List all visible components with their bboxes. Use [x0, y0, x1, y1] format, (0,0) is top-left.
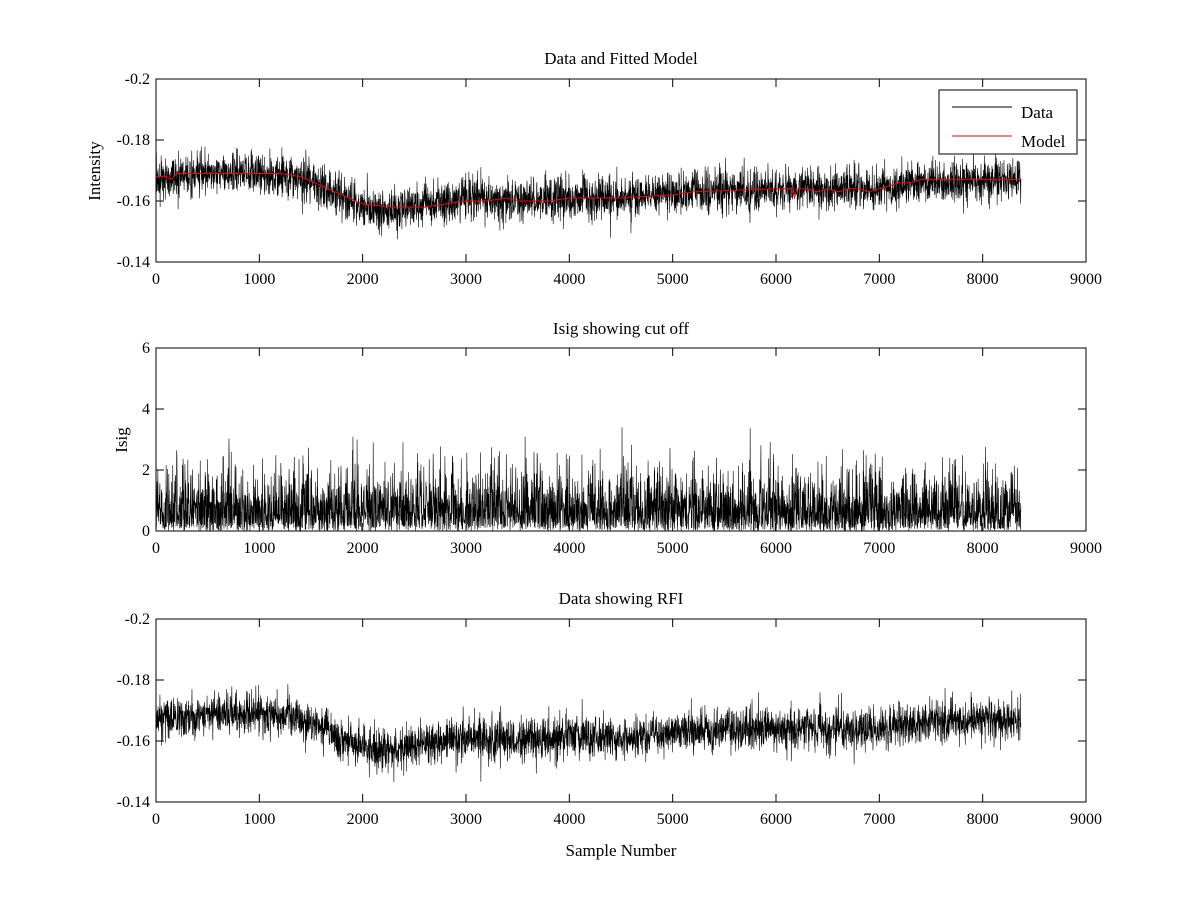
x-tick-label: 4000: [553, 271, 585, 288]
x-tick-label: 7000: [863, 811, 895, 828]
x-tick-label: 8000: [967, 271, 999, 288]
chart-title: Data and Fitted Model: [544, 49, 698, 68]
x-tick-label: 4000: [553, 811, 585, 828]
x-tick-label: 3000: [450, 811, 482, 828]
y-tick-label: -0.2: [125, 611, 150, 628]
y-tick-label: 6: [142, 340, 150, 357]
y-tick-label: -0.16: [117, 733, 150, 750]
y-tick-label: 2: [142, 462, 150, 479]
model-series-line: [156, 173, 1021, 208]
legend: Data Model: [938, 89, 1078, 155]
y-tick-label: 0: [142, 523, 150, 540]
y-tick-label: -0.18: [117, 132, 150, 149]
x-tick-label: 2000: [347, 271, 379, 288]
axes-frame: [155, 347, 1087, 532]
signal-series-line: [156, 684, 1022, 782]
y-axis-label: Intensity: [85, 141, 104, 201]
x-tick-label: 2000: [347, 540, 379, 557]
legend-label-model: Model: [1021, 132, 1066, 151]
x-tick-label: 9000: [1070, 811, 1102, 828]
x-tick-label: 6000: [760, 811, 792, 828]
x-tick-label: 1000: [243, 271, 275, 288]
axes-frame: [155, 78, 1087, 263]
y-tick-label: -0.16: [117, 193, 150, 210]
x-axis-label: Sample Number: [566, 841, 677, 860]
x-tick-label: 4000: [553, 540, 585, 557]
legend-box: [938, 89, 1078, 155]
panel-data-and-fitted-model: Data and Fitted Model Intensity 0 1000 200…: [85, 49, 1102, 288]
y-tick-label: -0.2: [125, 71, 150, 88]
x-tick-label: 3000: [450, 271, 482, 288]
x-tick-label: 0: [152, 540, 160, 557]
x-tick-label: 9000: [1070, 540, 1102, 557]
x-tick-label: 3000: [450, 540, 482, 557]
x-tick-label: 6000: [760, 271, 792, 288]
y-tick-label: -0.18: [117, 672, 150, 689]
x-tick-label: 0: [152, 271, 160, 288]
chart-title: Data showing RFI: [559, 589, 684, 608]
legend-label-data: Data: [1021, 103, 1054, 122]
x-tick-label: 7000: [863, 540, 895, 557]
x-tick-label: 1000: [243, 540, 275, 557]
x-tick-label: 8000: [967, 540, 999, 557]
chart-title: Isig showing cut off: [553, 319, 689, 338]
x-tick-label: 2000: [347, 811, 379, 828]
panel-data-showing-rfi: Data showing RFI Sample Number 0 1000 2000…: [117, 589, 1102, 860]
y-tick-label: 4: [142, 401, 150, 418]
y-axis-label: Isig: [112, 427, 131, 453]
x-tick-label: 1000: [243, 811, 275, 828]
x-tick-label: 5000: [657, 540, 689, 557]
x-tick-label: 8000: [967, 811, 999, 828]
y-tick-label: -0.14: [117, 794, 150, 811]
x-tick-label: 7000: [863, 271, 895, 288]
y-tick-label: -0.14: [117, 254, 150, 271]
x-tick-label: 5000: [657, 271, 689, 288]
x-tick-label: 5000: [657, 811, 689, 828]
x-tick-label: 9000: [1070, 271, 1102, 288]
x-tick-label: 0: [152, 811, 160, 828]
panel-isig-showing-cut-off: Isig showing cut off Isig 0 1000 2000 3000 4…: [112, 319, 1102, 557]
signal-series-line: [156, 427, 1022, 531]
x-tick-label: 6000: [760, 540, 792, 557]
